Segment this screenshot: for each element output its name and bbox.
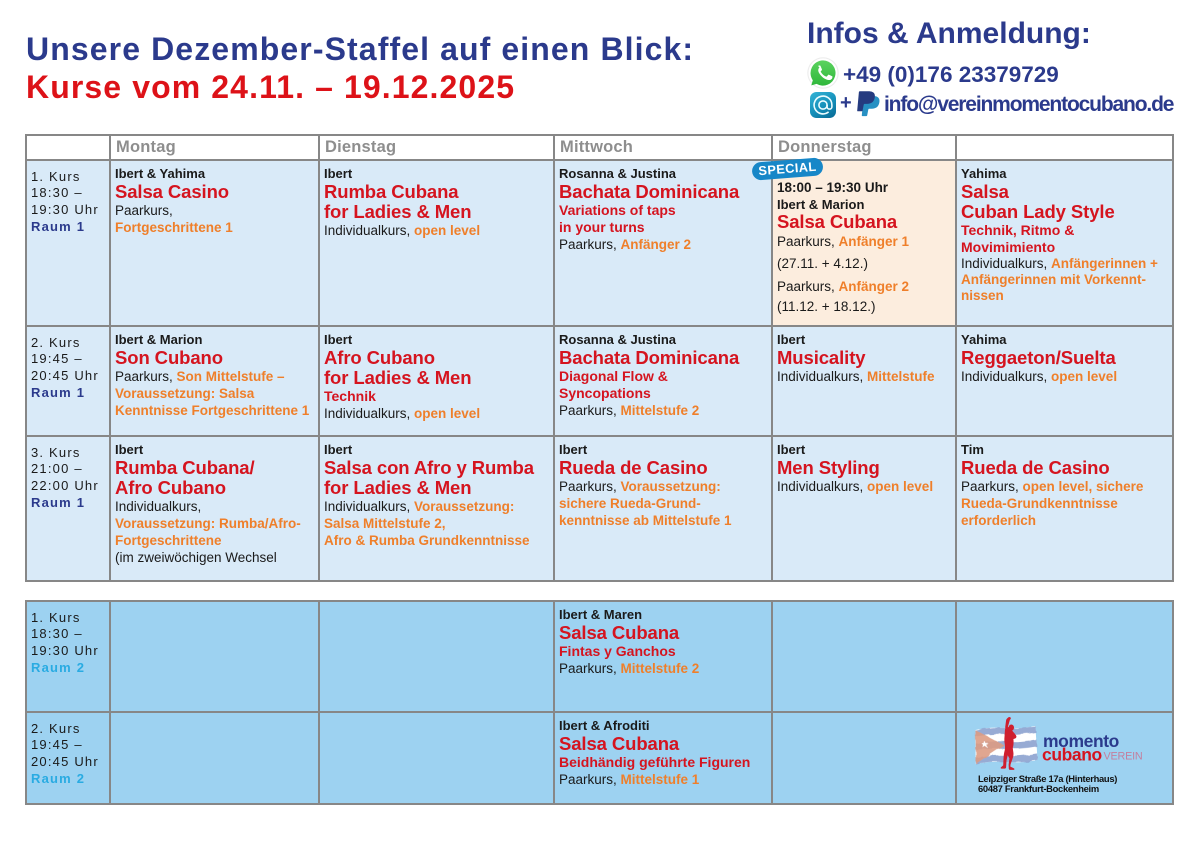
svg-text:cubano: cubano (1042, 745, 1102, 765)
svg-text:momento: momento (1043, 731, 1119, 751)
svg-text:VEREIN: VEREIN (1104, 750, 1143, 762)
